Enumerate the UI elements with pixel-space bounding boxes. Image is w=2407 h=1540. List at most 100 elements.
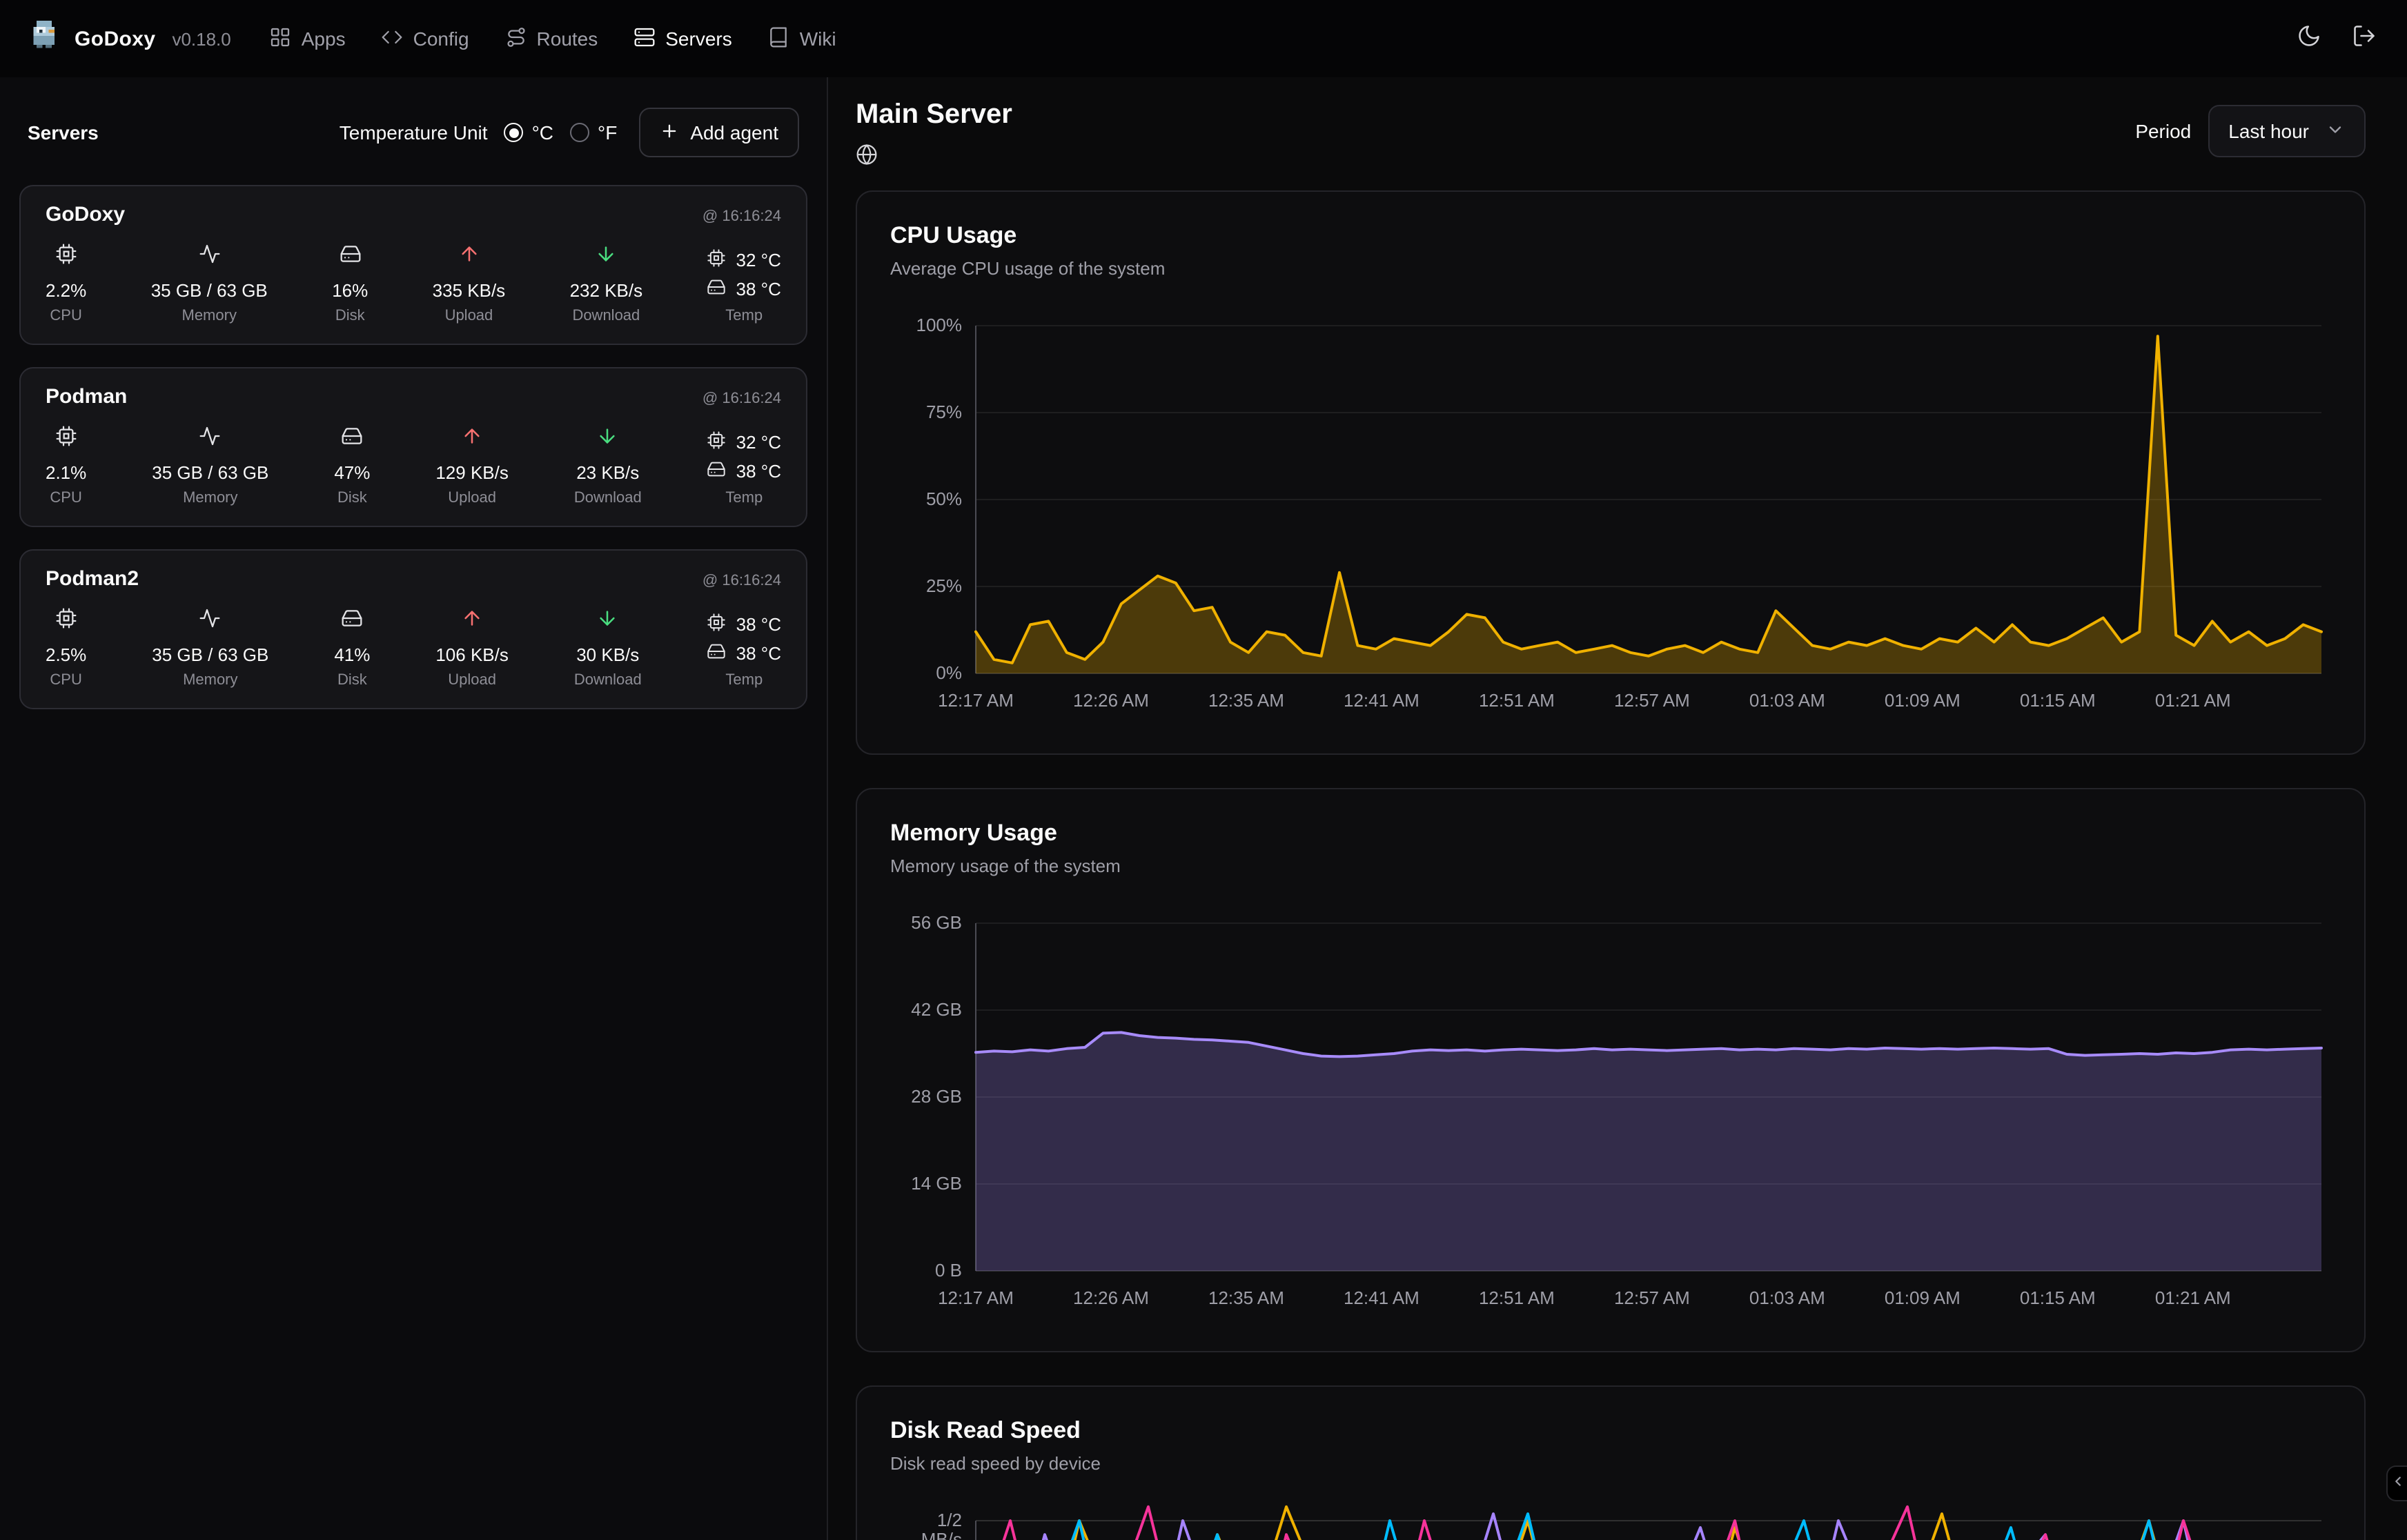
config-icon bbox=[382, 26, 404, 52]
disk-label: Disk bbox=[337, 672, 367, 689]
server-timestamp: @ 16:16:24 bbox=[702, 208, 781, 225]
server-name: Podman bbox=[46, 385, 128, 408]
upload-stat: 129 KB/s Upload bbox=[435, 425, 509, 506]
brand-version: v0.18.0 bbox=[172, 28, 231, 49]
svg-text:01:15 AM: 01:15 AM bbox=[2020, 1287, 2096, 1308]
memory-stat: 35 GB / 63 GB Memory bbox=[152, 425, 268, 506]
cpu-value: 2.2% bbox=[46, 280, 87, 301]
download-icon bbox=[595, 243, 617, 272]
period-select[interactable]: Last hour bbox=[2208, 105, 2366, 157]
svg-text:01:09 AM: 01:09 AM bbox=[1885, 1287, 1961, 1308]
upload-stat: 335 KB/s Upload bbox=[432, 243, 506, 324]
temp-stat: 38 °C 38 °C Temp bbox=[707, 613, 781, 689]
cpu-temp-row: 32 °C bbox=[707, 431, 781, 454]
nav-label-routes: Routes bbox=[536, 28, 598, 50]
add-icon bbox=[660, 121, 679, 144]
svg-text:01:03 AM: 01:03 AM bbox=[1749, 1287, 1825, 1308]
temp-stat: 32 °C 38 °C Temp bbox=[707, 248, 781, 324]
upload-label: Upload bbox=[448, 672, 496, 689]
cpu-icon bbox=[707, 613, 727, 636]
nav-item-config[interactable]: Config bbox=[382, 26, 469, 52]
svg-text:12:35 AM: 12:35 AM bbox=[1208, 1287, 1284, 1308]
cpu-stat: 2.1% CPU bbox=[46, 425, 86, 506]
disk-stat: 16% Disk bbox=[332, 243, 368, 324]
cpu-icon bbox=[55, 607, 77, 636]
upload-stat: 106 KB/s Upload bbox=[435, 607, 509, 689]
svg-text:12:57 AM: 12:57 AM bbox=[1614, 690, 1690, 711]
upload-label: Upload bbox=[444, 308, 493, 324]
memory-icon bbox=[199, 607, 222, 636]
nav-label-wiki: Wiki bbox=[799, 28, 836, 50]
server-card[interactable]: Podman @ 16:16:24 2.1% CPU 35 GB / 63 GB… bbox=[19, 367, 807, 527]
disk-temp-value: 38 °C bbox=[736, 461, 781, 482]
upload-icon bbox=[461, 425, 483, 454]
page-title: Main Server bbox=[856, 99, 1012, 130]
svg-text:12:57 AM: 12:57 AM bbox=[1614, 1287, 1690, 1308]
nav-item-servers[interactable]: Servers bbox=[633, 26, 732, 52]
chart-subtitle: Memory usage of the system bbox=[890, 856, 1121, 876]
memory-label: Memory bbox=[183, 490, 238, 506]
period-value: Last hour bbox=[2228, 120, 2309, 142]
svg-text:01:15 AM: 01:15 AM bbox=[2020, 690, 2096, 711]
topbar-actions bbox=[2297, 23, 2377, 55]
upload-value: 335 KB/s bbox=[432, 280, 506, 301]
svg-text:12:51 AM: 12:51 AM bbox=[1479, 690, 1555, 711]
temp-rows: 32 °C 38 °C bbox=[707, 431, 781, 483]
radio-fahrenheit[interactable] bbox=[570, 123, 589, 142]
nav-item-routes[interactable]: Routes bbox=[505, 26, 598, 52]
unit-fahrenheit-option[interactable]: °F bbox=[570, 121, 617, 144]
period-label: Period bbox=[2135, 120, 2192, 142]
main-panel: Main Server Period Last hour CPU Usage A… bbox=[828, 77, 2407, 1540]
chevron-left-icon bbox=[2390, 1471, 2405, 1496]
servers-icon bbox=[633, 26, 656, 52]
cpu-label: CPU bbox=[50, 490, 82, 506]
memory-label: Memory bbox=[181, 308, 237, 324]
svg-text:12:41 AM: 12:41 AM bbox=[1344, 1287, 1419, 1308]
server-card[interactable]: Podman2 @ 16:16:24 2.5% CPU 35 GB / 63 G… bbox=[19, 549, 807, 709]
add-agent-button[interactable]: Add agent bbox=[639, 108, 799, 157]
memory-value: 35 GB / 63 GB bbox=[150, 280, 268, 301]
download-value: 232 KB/s bbox=[569, 280, 643, 301]
svg-text:42 GB: 42 GB bbox=[911, 999, 962, 1020]
brand-name: GoDoxy bbox=[75, 27, 156, 50]
cpu-label: CPU bbox=[50, 672, 82, 689]
svg-text:01:09 AM: 01:09 AM bbox=[1885, 690, 1961, 711]
logout-icon[interactable] bbox=[2352, 23, 2377, 55]
temp-label: Temp bbox=[725, 672, 763, 689]
unit-celsius-label: °C bbox=[531, 121, 553, 144]
unit-celsius-option[interactable]: °C bbox=[504, 121, 553, 144]
disk-stat: 41% Disk bbox=[334, 607, 370, 689]
cpu-temp-row: 32 °C bbox=[707, 248, 781, 272]
download-label: Download bbox=[573, 672, 642, 689]
svg-text:0 B: 0 B bbox=[935, 1260, 962, 1281]
disk-value: 47% bbox=[334, 462, 371, 483]
cpu-temp-value: 32 °C bbox=[736, 432, 781, 453]
layout: Servers Temperature Unit °C °F Add agent bbox=[0, 77, 2407, 1540]
add-agent-label: Add agent bbox=[690, 121, 778, 144]
disk-temp-value: 38 °C bbox=[736, 279, 781, 299]
svg-text:14 GB: 14 GB bbox=[911, 1173, 962, 1194]
server-card[interactable]: GoDoxy @ 16:16:24 2.2% CPU 35 GB / 63 GB… bbox=[19, 185, 807, 345]
server-card-header: GoDoxy @ 16:16:24 bbox=[46, 203, 781, 226]
theme-toggle-icon[interactable] bbox=[2297, 23, 2321, 55]
cpu-icon bbox=[707, 248, 727, 272]
apps-icon bbox=[270, 26, 292, 52]
brand[interactable]: GoDoxy v0.18.0 bbox=[30, 20, 231, 57]
temp-stat: 32 °C 38 °C Temp bbox=[707, 431, 781, 506]
svg-text:75%: 75% bbox=[926, 402, 962, 422]
nav-item-wiki[interactable]: Wiki bbox=[768, 26, 836, 52]
server-card-header: Podman2 @ 16:16:24 bbox=[46, 567, 781, 591]
nav-item-apps[interactable]: Apps bbox=[270, 26, 346, 52]
memory-stat: 35 GB / 63 GB Memory bbox=[152, 607, 268, 689]
main-title-block: Main Server bbox=[856, 99, 1012, 166]
download-value: 30 KB/s bbox=[576, 644, 640, 665]
cpu-icon bbox=[55, 425, 77, 454]
disk-icon bbox=[707, 642, 727, 665]
upload-value: 129 KB/s bbox=[435, 462, 509, 483]
radio-celsius[interactable] bbox=[504, 123, 524, 142]
server-name: GoDoxy bbox=[46, 203, 126, 226]
drawer-handle[interactable] bbox=[2386, 1465, 2407, 1501]
memory-label: Memory bbox=[183, 672, 238, 689]
svg-text:1/2MB/s: 1/2 MB/s bbox=[921, 1510, 962, 1540]
cpu-temp-value: 38 °C bbox=[736, 614, 781, 635]
